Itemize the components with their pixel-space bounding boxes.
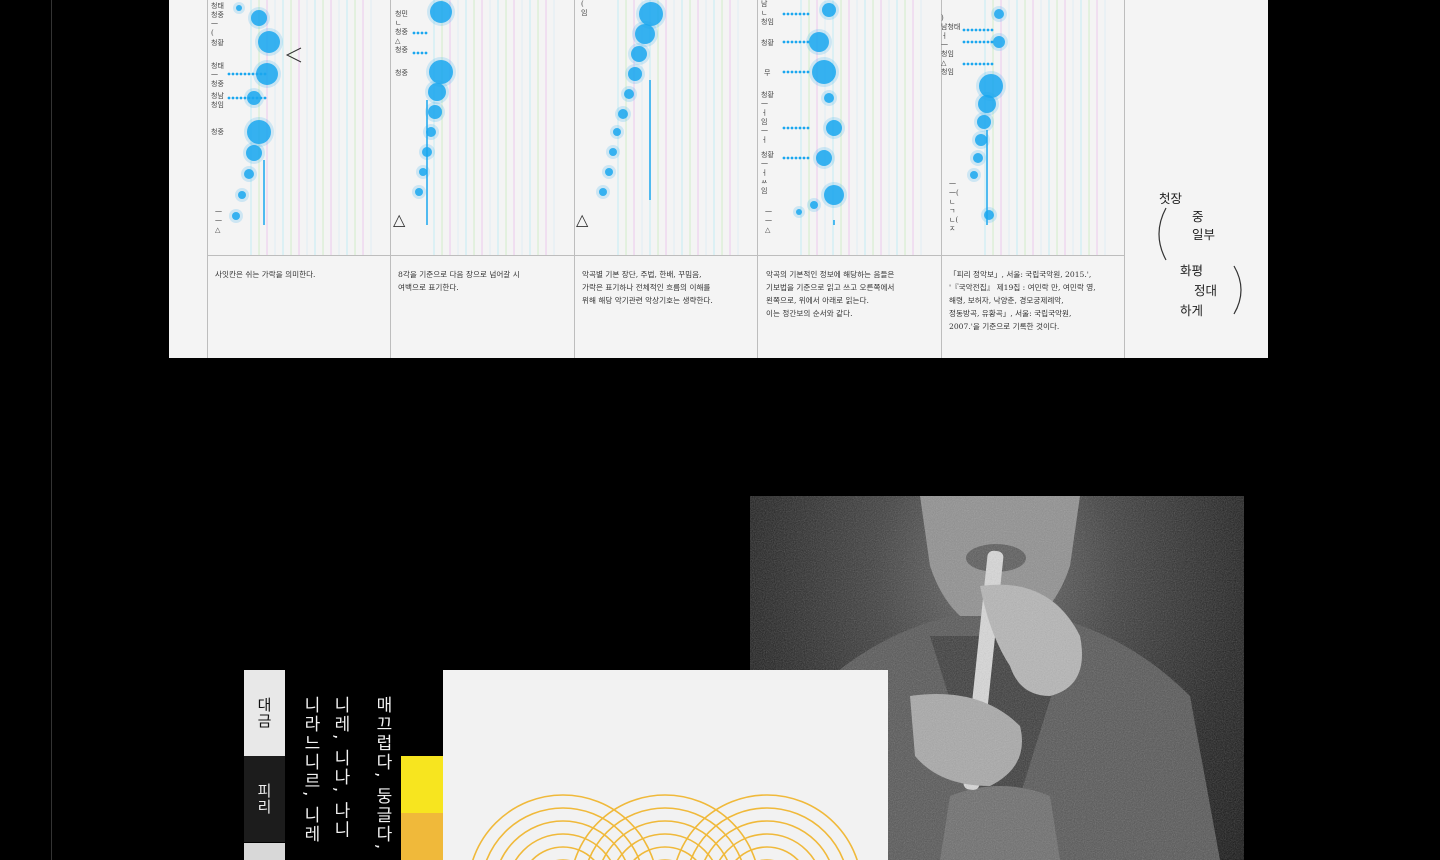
- rest-triangle-icon: △: [576, 210, 589, 229]
- score-col4-bottom: 一 一 △: [765, 208, 772, 234]
- score-title-text: 일부: [1192, 227, 1216, 242]
- score-title-text: 정대: [1194, 283, 1218, 298]
- score-title-text: 하게: [1180, 303, 1204, 318]
- score-column-divider: [390, 0, 391, 358]
- score-note: 악곡별 기본 장단, 주법, 한배, 꾸밈음, 가락은 표기하나 전체적인 흐름…: [582, 270, 713, 305]
- sound-wave-graphic: [472, 794, 858, 860]
- tab-piri[interactable]: 피리: [244, 756, 285, 842]
- score-col5-label: ) 남청태 ㅓ 一 청임 △ 청임: [941, 14, 961, 76]
- score-note: 사잇칸은 쉬는 가락을 의미한다.: [215, 270, 316, 279]
- descriptor-text: 니라느니르, 니레나: [300, 696, 320, 844]
- score-column-divider: [941, 0, 942, 358]
- color-swatches: [401, 670, 443, 860]
- score-col4-label: 남 ㄴ 청임: [761, 0, 774, 26]
- rest-triangle-icon: △: [393, 210, 406, 229]
- score-note: 「피리 정악보」, 서울: 국립국악원, 2015.', '『국악전집』 제19…: [949, 270, 1096, 331]
- swatch-yellow: [401, 756, 443, 813]
- score-col1-label: 청황: [211, 39, 224, 47]
- score-col4-label: 청황 一 ㅓ 임 一 ㅓ: [761, 91, 774, 144]
- score-col1-label: 청중: [211, 128, 224, 136]
- score-col1-label: 청태 一 청중: [211, 62, 224, 88]
- score-panel: 청태 청중 一 ( 청황 청태 一 청중 청남 청임 청중 一 一 △ 청민 ㄴ…: [169, 0, 1268, 358]
- descriptor-text: 니레, 니나, 나니나,: [330, 696, 350, 840]
- score-column-divider: [207, 0, 208, 358]
- score-note: 8각을 기준으로 다음 장으로 넘어갈 시 여백으로 표기한다.: [398, 270, 520, 292]
- score-title-text: 중: [1192, 209, 1204, 224]
- score-title-text: 첫장: [1159, 191, 1183, 206]
- score-col5-bottom: 一 一( ㄴ ㄱ ㄴ( ㅈ: [949, 180, 959, 233]
- score-col4-label: 청황: [761, 39, 774, 47]
- swatch-amber: [401, 813, 443, 860]
- score-notation-graphic: [227, 0, 1106, 255]
- score-col4-label: 청황 一 ㅓ ㅆ 임: [761, 151, 774, 195]
- score-col1-label: 청태 청중 一 (: [211, 2, 224, 37]
- sound-wave-card: [443, 670, 888, 860]
- score-col1-label: 청남 청임: [211, 92, 224, 109]
- score-col1-bottom: 一 一 △: [215, 208, 222, 234]
- page-left-rule: [51, 0, 52, 860]
- tab-daegeum[interactable]: 대금: [244, 670, 285, 756]
- swatch-black: [401, 670, 443, 756]
- paren-icon: [1158, 207, 1242, 315]
- score-title-text: 화평: [1180, 263, 1204, 278]
- photo-illustration: [790, 496, 1220, 860]
- score-col2-label: 청중: [395, 69, 408, 77]
- score-col3-label: ( 임: [581, 0, 588, 17]
- score-column-divider: [574, 0, 575, 358]
- score-col2-label: 청민 ㄴ 청중 △ 청중: [395, 10, 408, 54]
- score-column-divider: [1124, 0, 1125, 358]
- descriptor-text: 매끄럽다, 둥글다, 맑: [372, 696, 392, 852]
- score-notes-divider: [207, 255, 1125, 256]
- score-col4-label: 무: [764, 69, 771, 77]
- score-column-divider: [757, 0, 758, 358]
- tab-next-stub[interactable]: [244, 843, 285, 860]
- score-title-block: 첫장 중 일부 화평 정대 하게: [1154, 186, 1264, 326]
- instrument-tabs: 대금 피리: [244, 670, 285, 860]
- score-note: 악곡의 기본적인 정보에 해당하는 음들은 기보법을 기준으로 읽고 쓰고 오른…: [766, 270, 895, 318]
